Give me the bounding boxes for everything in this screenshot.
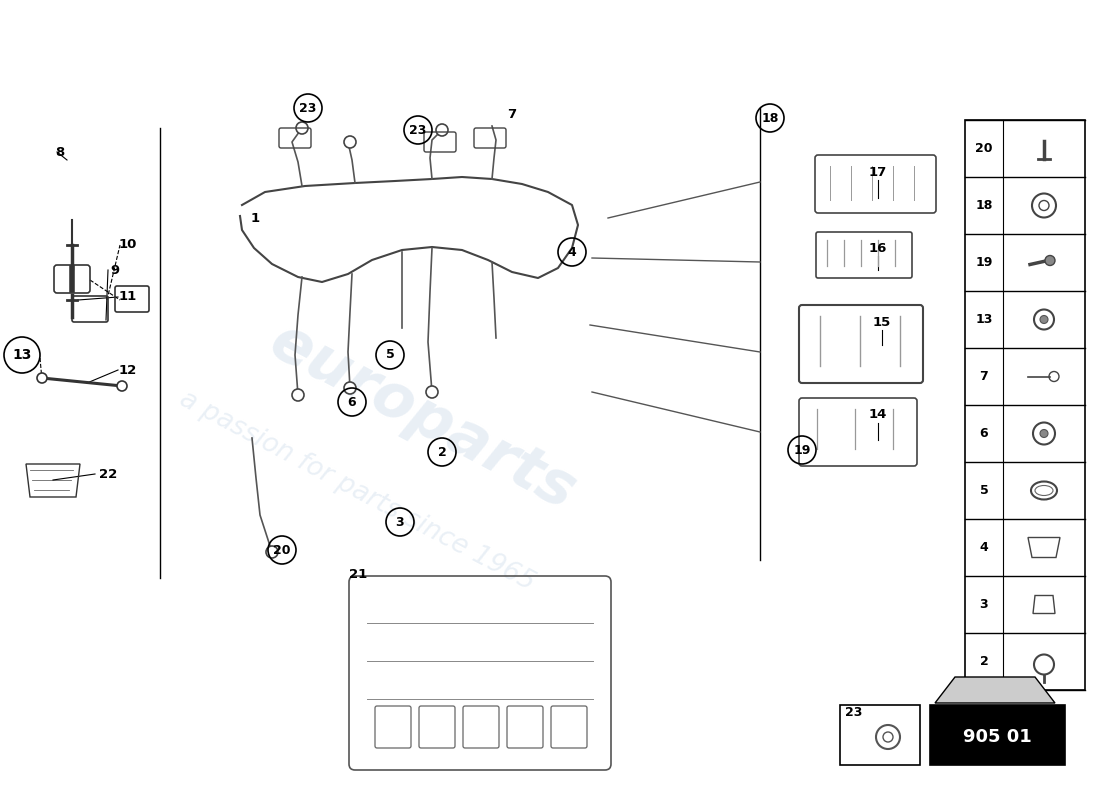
Text: 13: 13 — [976, 313, 992, 326]
Text: 23: 23 — [299, 102, 317, 114]
Text: 6: 6 — [980, 427, 988, 440]
Text: 4: 4 — [568, 246, 576, 258]
Text: 15: 15 — [873, 315, 891, 329]
FancyBboxPatch shape — [930, 705, 1065, 765]
Text: 16: 16 — [869, 242, 888, 254]
Text: 20: 20 — [976, 142, 992, 155]
Circle shape — [426, 386, 438, 398]
Text: 1: 1 — [251, 211, 260, 225]
Text: 5: 5 — [386, 349, 395, 362]
Polygon shape — [935, 677, 1055, 703]
Circle shape — [436, 124, 448, 136]
Circle shape — [1040, 315, 1048, 323]
Circle shape — [117, 381, 126, 391]
Text: 13: 13 — [12, 348, 32, 362]
Text: 8: 8 — [55, 146, 65, 158]
Circle shape — [296, 122, 308, 134]
Text: 22: 22 — [99, 467, 117, 481]
Text: 2: 2 — [438, 446, 447, 458]
Circle shape — [37, 373, 47, 383]
Text: 14: 14 — [869, 409, 888, 422]
Text: 7: 7 — [980, 370, 989, 383]
Text: 2: 2 — [980, 655, 989, 668]
Text: 905 01: 905 01 — [962, 728, 1032, 746]
Circle shape — [344, 136, 356, 148]
Circle shape — [266, 546, 278, 558]
Text: 21: 21 — [349, 569, 367, 582]
Text: 9: 9 — [110, 263, 120, 277]
Text: 11: 11 — [119, 290, 138, 303]
Text: 5: 5 — [980, 484, 989, 497]
Text: 18: 18 — [761, 111, 779, 125]
Circle shape — [344, 382, 356, 394]
Text: 12: 12 — [119, 363, 138, 377]
Circle shape — [1040, 430, 1048, 438]
Circle shape — [292, 389, 304, 401]
Text: europarts: europarts — [260, 312, 586, 523]
Text: a passion for parts since 1965: a passion for parts since 1965 — [175, 386, 539, 596]
Text: 19: 19 — [976, 256, 992, 269]
Text: 17: 17 — [869, 166, 887, 178]
Text: 6: 6 — [348, 395, 356, 409]
Text: 4: 4 — [980, 541, 989, 554]
Text: 23: 23 — [845, 706, 862, 719]
Text: 20: 20 — [273, 543, 290, 557]
Circle shape — [1045, 255, 1055, 266]
Text: 19: 19 — [793, 443, 811, 457]
Text: 10: 10 — [119, 238, 138, 251]
Text: 7: 7 — [507, 109, 517, 122]
Text: 3: 3 — [980, 598, 988, 611]
Text: 3: 3 — [396, 515, 405, 529]
Text: 18: 18 — [976, 199, 992, 212]
Text: 23: 23 — [409, 123, 427, 137]
